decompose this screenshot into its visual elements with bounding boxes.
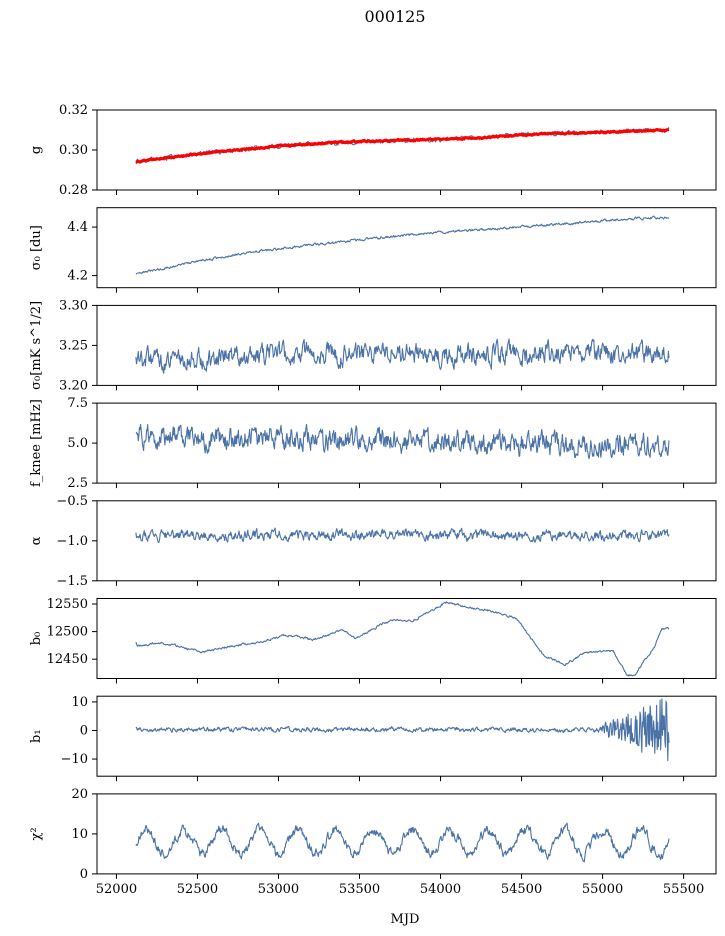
y-axis-label: σ₀[mK s^1/2] — [29, 301, 44, 390]
panel-b1: −10 0 10 b₁ — [29, 695, 717, 782]
y-tick-label: −0.5 — [56, 494, 88, 509]
series-line-b0 — [135, 601, 670, 677]
y-axis-label: σ₀ [du] — [29, 225, 44, 270]
y-tick-label: −1.5 — [56, 574, 88, 589]
y-tick-label: 3.30 — [59, 298, 88, 313]
panel-frame — [96, 500, 717, 582]
panel-sigma0_mK: 3.20 3.25 3.30 σ₀[mK s^1/2] — [29, 298, 717, 393]
y-axis-label: χ² — [29, 827, 44, 840]
panels: 0.28 0.30 0.32 g 4.2 4.4 σ₀ [du] 3.20 3.25 3.30 σ₀… — [29, 103, 717, 897]
panel-fknee: 2.5 5.0 7.5 f_knee [mHz] — [29, 396, 717, 491]
y-tick-label: 10 — [71, 695, 88, 710]
series-line-fknee — [135, 423, 670, 460]
x-tick-label: 52500 — [177, 882, 218, 897]
y-tick-label: 12500 — [47, 625, 88, 640]
x-tick-label: 55000 — [582, 882, 623, 897]
y-axis-label: α — [29, 536, 44, 545]
y-axis-label: b₁ — [29, 729, 44, 743]
y-tick-label: 10 — [71, 827, 88, 842]
y-axis-label: g — [29, 146, 44, 154]
y-tick-label: −1.0 — [56, 534, 88, 549]
series-line-g-fit — [135, 128, 670, 164]
panel-g: 0.28 0.30 0.32 g — [29, 103, 717, 198]
y-axis-label: f_knee [mHz] — [29, 399, 44, 487]
panel-frame — [96, 695, 717, 777]
panel-frame — [96, 598, 717, 679]
panel-frame — [96, 109, 717, 191]
y-tick-label: 3.25 — [59, 338, 88, 353]
y-tick-label: 0 — [80, 867, 88, 882]
x-axis-label: MJD — [391, 912, 420, 927]
y-tick-label: 4.4 — [67, 220, 88, 235]
x-tick-label: 54000 — [420, 882, 461, 897]
x-tick-label: 53500 — [339, 882, 380, 897]
y-tick-label: 12450 — [47, 652, 88, 667]
y-tick-label: 0.28 — [59, 183, 88, 198]
x-tick-label: 55500 — [663, 882, 704, 897]
panel-b0: 12450 12500 12550 b₀ — [29, 597, 717, 684]
y-tick-label: 0 — [80, 723, 88, 738]
series-line-sigma0-mK — [135, 338, 670, 374]
y-axis-label: b₀ — [29, 632, 44, 646]
y-tick-label: 20 — [71, 787, 88, 802]
y-tick-label: −10 — [61, 752, 88, 767]
y-tick-label: 5.0 — [67, 436, 88, 451]
x-tick-label: 53000 — [258, 882, 299, 897]
series-line-chi2 — [135, 822, 670, 863]
y-tick-label: 0.30 — [59, 143, 88, 158]
y-tick-label: 4.2 — [67, 269, 88, 284]
panel-frame — [96, 207, 717, 289]
y-tick-label: 0.32 — [59, 103, 88, 118]
y-tick-label: 3.20 — [59, 378, 88, 393]
series-line-b1 — [135, 698, 670, 762]
y-tick-label: 2.5 — [67, 476, 88, 491]
panel-chi2: 0 10 20 52000 52500 53000 53500 54000 54500 55000… — [29, 787, 717, 897]
series-line-alpha — [135, 527, 670, 544]
y-tick-label: 12550 — [47, 597, 88, 612]
x-tick-label: 54500 — [501, 882, 542, 897]
x-tick-label: 52000 — [96, 882, 137, 897]
series-line-sigma0-du — [135, 215, 670, 275]
y-tick-label: 7.5 — [67, 396, 88, 411]
panel-alpha: −1.5 −1.0 −0.5 α — [29, 494, 717, 589]
figure-title: 000125 — [364, 7, 425, 26]
panel-sigma0_du: 4.2 4.4 σ₀ [du] — [29, 207, 717, 293]
